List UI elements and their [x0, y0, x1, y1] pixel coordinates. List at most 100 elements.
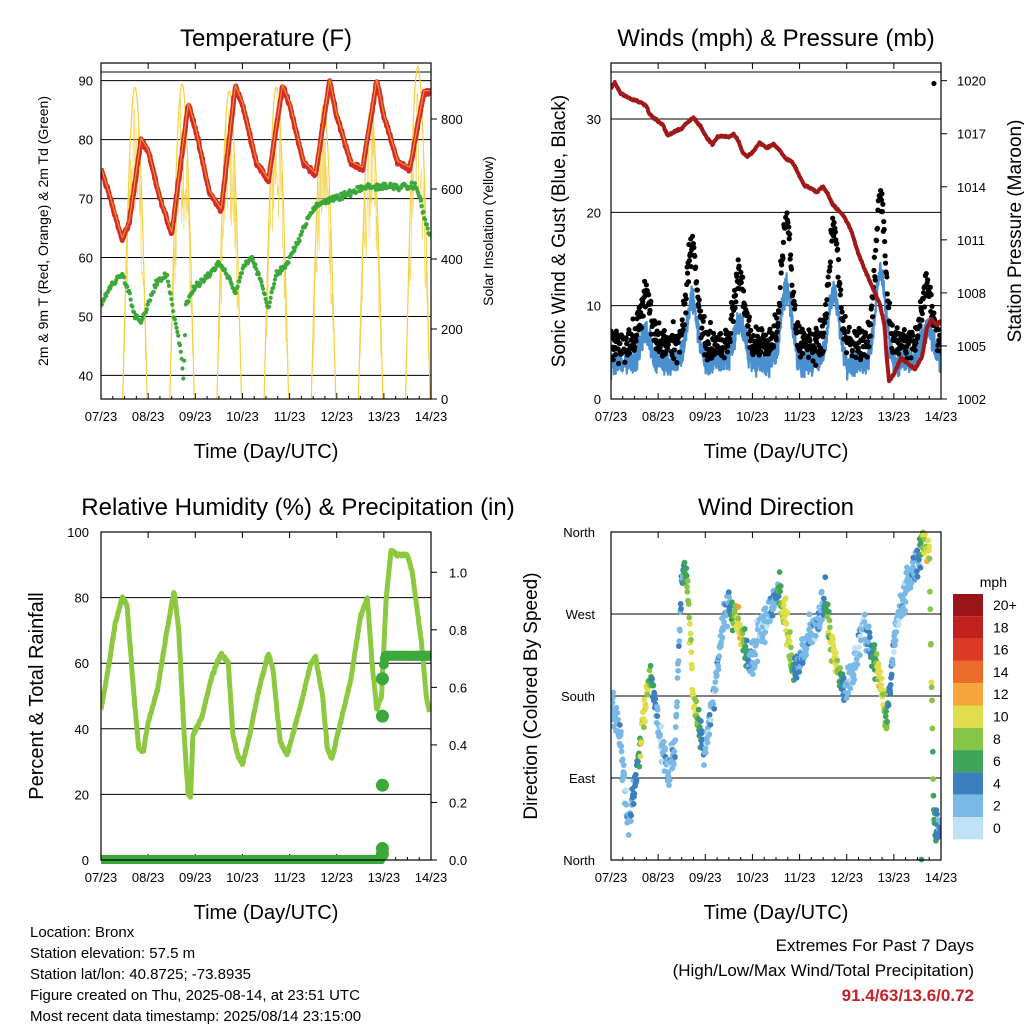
- x-tick-label: 13/23: [878, 870, 911, 885]
- dewpoint-point: [182, 333, 188, 338]
- gust-point: [842, 313, 848, 320]
- wind-direction-point: [812, 632, 819, 639]
- gust-point: [882, 260, 889, 266]
- gust-point: [832, 229, 838, 235]
- wind-direction-point: [889, 661, 896, 668]
- gust-point: [928, 292, 934, 298]
- gust-point: [784, 210, 790, 216]
- wind-direction-point: [611, 700, 616, 706]
- y-tick-label-right: 1002: [957, 392, 986, 407]
- gust-point: [780, 255, 786, 261]
- wind-direction-point: [927, 588, 933, 595]
- wind-direction-point: [710, 700, 717, 707]
- x-tick-label: 12/23: [830, 409, 863, 424]
- wind-direction-point: [929, 697, 935, 704]
- gust-point: [778, 270, 784, 276]
- extremes-subtitle: (High/Low/Max Wind/Total Precipitation): [672, 961, 974, 980]
- gust-point: [738, 279, 744, 286]
- wind-direction-point: [686, 621, 693, 627]
- dewpoint-point: [297, 238, 302, 244]
- wind-direction-point: [630, 801, 637, 807]
- x-tick-label: 09/23: [689, 409, 722, 424]
- chart-title: Temperature (F): [180, 25, 352, 52]
- x-tick-label: 07/23: [85, 409, 118, 424]
- gust-point: [846, 324, 852, 330]
- y-tick-label: 10: [587, 299, 601, 314]
- wind-direction-point: [803, 645, 810, 652]
- x-tick-label: 14/23: [925, 870, 958, 885]
- wind-direction-point: [788, 644, 794, 651]
- gust-point: [886, 305, 892, 311]
- wind-direction-point: [866, 629, 873, 636]
- dewpoint-point: [175, 329, 180, 335]
- dewpoint-point: [128, 297, 133, 302]
- x-axis-label: Time (Day/UTC): [704, 441, 849, 463]
- gust-point: [775, 320, 781, 326]
- y-tick-label-right: 1008: [957, 286, 986, 301]
- gust-point: [919, 317, 925, 323]
- x-tick-label: 09/23: [179, 870, 212, 885]
- gust-point: [838, 287, 844, 293]
- gust-point: [612, 351, 619, 358]
- wind-direction-point: [741, 626, 748, 632]
- dewpoint-point: [222, 267, 227, 272]
- wind-direction-point: [677, 627, 683, 634]
- dewpoint-point: [173, 321, 178, 326]
- y-tick-label: 20: [587, 205, 601, 220]
- wind-direction-point: [628, 812, 635, 819]
- gust-point: [822, 301, 829, 308]
- wind-direction-point: [702, 749, 709, 756]
- wind-direction-point: [707, 721, 714, 728]
- wind-direction-point: [865, 639, 872, 645]
- dewpoint-point: [169, 297, 174, 302]
- gust-point: [799, 344, 805, 350]
- y-tick-label-right: 800: [441, 112, 463, 127]
- wind-direction-point: [654, 706, 661, 713]
- gust-point: [736, 263, 742, 269]
- wind-direction-point: [688, 649, 695, 656]
- wind-direction-point: [850, 672, 857, 678]
- gust-point: [829, 238, 835, 244]
- wind-direction-point: [822, 574, 829, 581]
- gust-point: [694, 287, 701, 293]
- wind-direction-point: [902, 598, 909, 605]
- wind-direction-point: [634, 758, 641, 765]
- gust-point: [792, 302, 798, 308]
- wind-direction-point: [782, 595, 789, 602]
- gust-point: [647, 307, 653, 313]
- wind-direction-point: [726, 594, 732, 601]
- wind-direction-point: [820, 595, 827, 602]
- wind-direction-point: [622, 787, 629, 793]
- dewpoint-point: [271, 285, 276, 290]
- wind-direction-point: [840, 675, 847, 682]
- legend-label: 10: [993, 709, 1009, 725]
- gust-point: [845, 329, 851, 335]
- gust-point: [865, 339, 871, 345]
- gust-point: [903, 350, 909, 356]
- wind-direction-point: [937, 833, 941, 840]
- wind-direction-point: [928, 684, 935, 691]
- wind-direction-point: [618, 748, 625, 755]
- legend-label: 18: [993, 619, 1009, 635]
- gust-point: [800, 350, 806, 357]
- y-tick-label-right: 200: [441, 322, 463, 337]
- gust-point: [750, 332, 757, 339]
- x-tick-label: 13/23: [368, 409, 401, 424]
- wind-direction-point: [643, 704, 649, 711]
- gust-point: [676, 349, 683, 355]
- gust-point: [750, 351, 756, 358]
- gust-point: [937, 342, 941, 348]
- dewpoint-point: [269, 290, 274, 295]
- gust-point: [927, 284, 933, 290]
- wind-direction-point: [793, 674, 800, 681]
- dewpoint-point: [165, 279, 171, 284]
- wind-direction-point: [914, 547, 921, 554]
- gust-point: [656, 320, 662, 326]
- dewpoint-point: [235, 284, 240, 289]
- wind-direction-point: [806, 611, 813, 618]
- wind-direction-point: [887, 681, 894, 688]
- wind-direction-point: [685, 601, 692, 607]
- x-tick-label: 11/23: [784, 409, 816, 424]
- wind-direction-point: [882, 713, 889, 720]
- gust-point: [827, 259, 834, 265]
